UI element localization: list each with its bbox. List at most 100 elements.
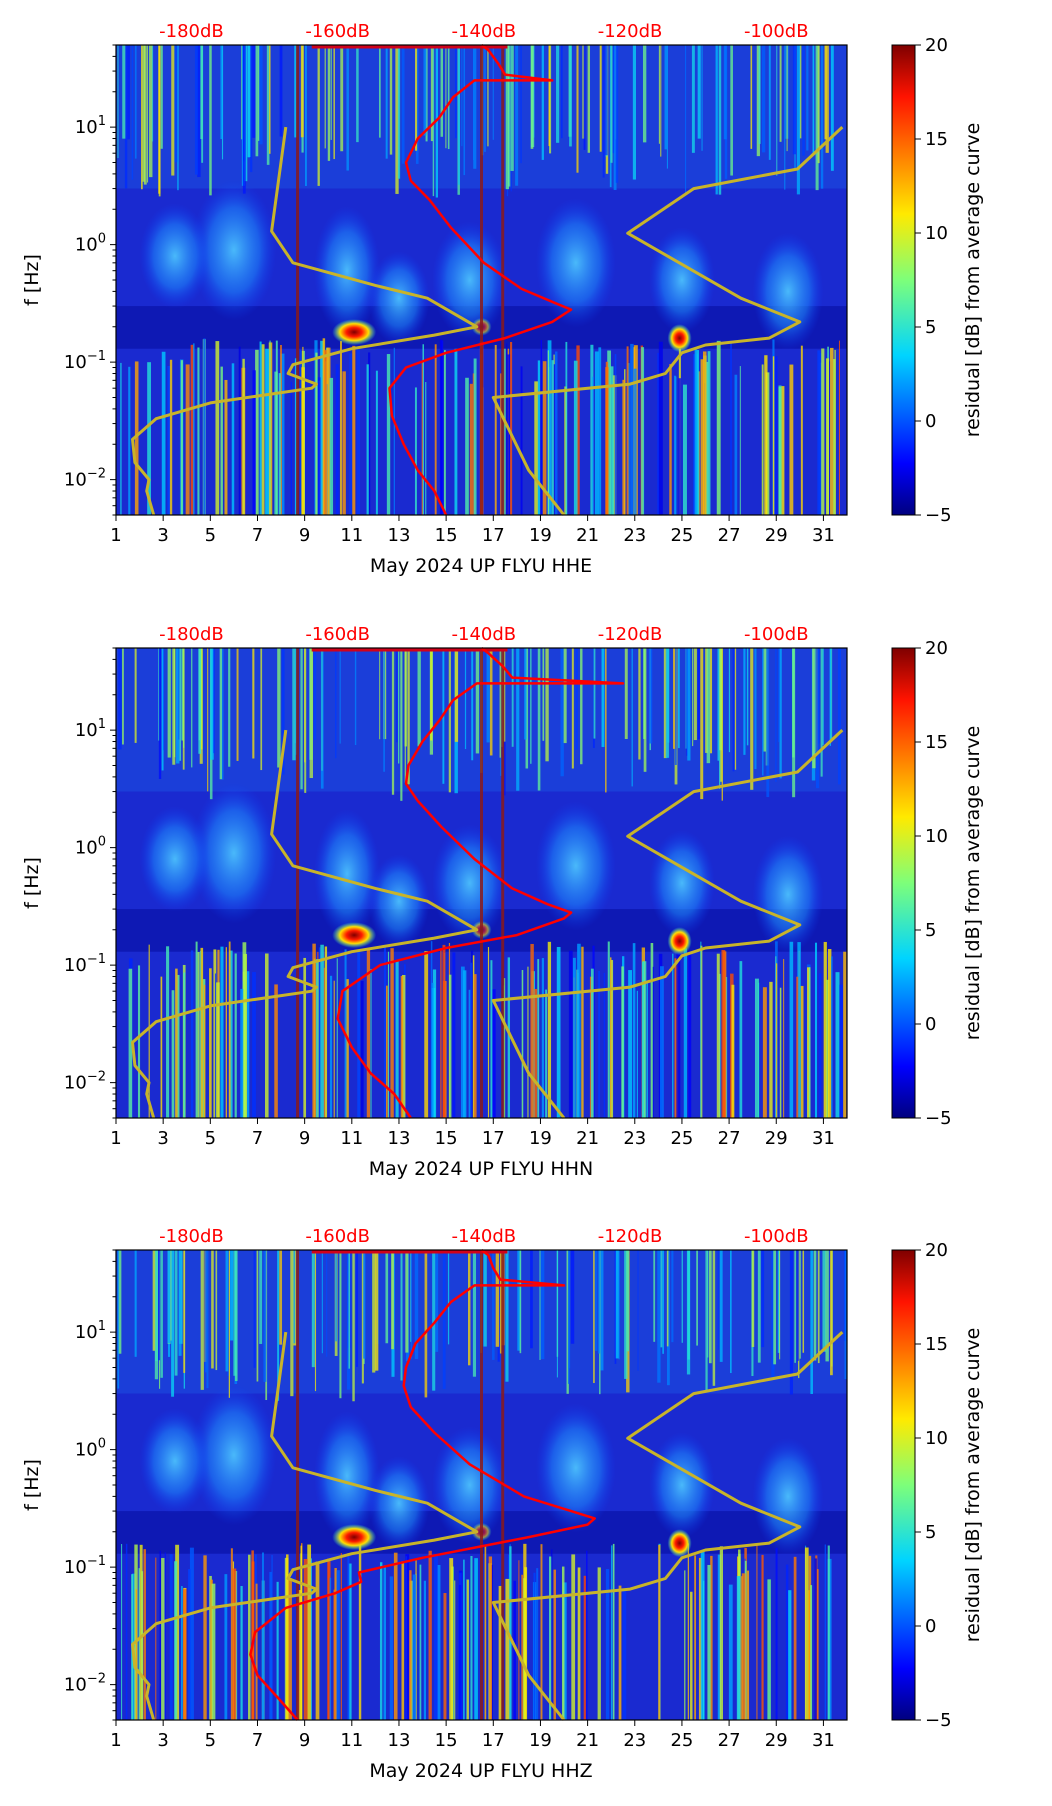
hf-streak	[311, 1250, 315, 1368]
transient-streak	[139, 1544, 143, 1720]
colorbar-tick-label: 20	[925, 638, 948, 659]
hf-streak	[830, 1250, 833, 1376]
hf-streak	[167, 1250, 171, 1344]
transient-streak	[628, 970, 633, 1118]
transient-streak	[577, 1567, 581, 1720]
transient-streak	[540, 1544, 543, 1720]
hf-streak	[730, 1250, 732, 1374]
transient-streak	[807, 967, 811, 1118]
transient-streak	[216, 982, 220, 1118]
transient-streak	[521, 1574, 523, 1720]
transient-streak	[611, 1545, 613, 1720]
transient-streak	[716, 340, 721, 515]
hf-streak	[660, 45, 662, 157]
transient-streak	[242, 942, 247, 1118]
transient-streak	[454, 1580, 456, 1720]
hf-streak	[794, 1250, 796, 1363]
hf-streak	[786, 45, 788, 152]
transient-streak	[271, 1555, 273, 1720]
hf-streak	[664, 45, 668, 150]
transient-streak	[657, 352, 660, 515]
transient-streak	[537, 959, 540, 1118]
hf-streak	[520, 45, 522, 164]
hf-streak	[583, 45, 586, 150]
transient-streak	[488, 1556, 493, 1720]
hf-streak	[292, 648, 296, 761]
hf-streak	[230, 1250, 234, 1341]
transient-streak	[484, 1545, 487, 1720]
hf-streak	[773, 1250, 777, 1365]
energy-blob	[191, 1384, 277, 1526]
transient-streak	[676, 947, 681, 1118]
db-label: -160dB	[305, 624, 370, 645]
transient-streak	[307, 1544, 312, 1720]
transient-streak	[694, 347, 697, 515]
hf-streak	[519, 1250, 522, 1354]
hf-streak	[414, 1250, 419, 1359]
transient-streak	[561, 1566, 565, 1720]
x-tick-label: 3	[157, 525, 168, 546]
transient-streak	[327, 1560, 331, 1720]
hf-streak	[401, 45, 405, 164]
hf-streak	[844, 1250, 847, 1379]
hf-streak	[624, 648, 628, 739]
transient-streak	[669, 364, 672, 515]
hf-streak	[605, 648, 607, 793]
x-tick-label: 23	[623, 1730, 646, 1751]
hf-streak	[326, 1250, 328, 1357]
transient-streak	[138, 1568, 140, 1720]
hf-streak	[624, 1250, 628, 1379]
db-label: -120dB	[598, 624, 663, 645]
transient-streak	[128, 968, 133, 1118]
hf-streak	[356, 1250, 359, 1367]
hf-streak	[143, 45, 147, 185]
transient-streak	[189, 1547, 194, 1720]
hf-streak	[674, 648, 677, 766]
energy-blob	[535, 1403, 616, 1533]
transient-streak	[773, 356, 778, 515]
hf-streak	[626, 1250, 629, 1352]
transient-streak	[721, 950, 726, 1118]
transient-streak	[607, 941, 610, 1118]
transient-streak	[534, 381, 539, 515]
transient-streak	[160, 976, 163, 1118]
colorbar-tick-label: 10	[925, 826, 948, 847]
hf-streak	[777, 1250, 780, 1353]
colorbar-tick-label: 10	[925, 223, 948, 244]
x-tick-label: 31	[812, 1730, 835, 1751]
transient-streak	[800, 985, 804, 1118]
transient-streak	[412, 1574, 417, 1720]
hf-streak	[525, 648, 529, 769]
hf-streak	[637, 1250, 639, 1371]
hf-streak	[582, 45, 585, 139]
hf-streak	[430, 648, 433, 741]
transient-streak	[590, 968, 594, 1118]
transient-streak	[597, 1567, 601, 1720]
transient-streak	[278, 373, 281, 515]
transient-streak	[231, 363, 235, 515]
hf-streak	[486, 648, 490, 743]
hf-streak	[435, 1250, 439, 1352]
noise-model-curve	[131, 126, 479, 516]
hf-streak	[599, 45, 602, 152]
db-label: -120dB	[598, 21, 663, 42]
transient-streak	[513, 1580, 516, 1720]
transient-streak	[375, 370, 378, 515]
transient-streak	[775, 1547, 778, 1720]
transient-streak	[658, 341, 663, 515]
hf-streak	[259, 1250, 263, 1344]
transient-streak	[796, 976, 799, 1118]
hf-streak	[483, 1250, 487, 1347]
transient-streak	[147, 362, 151, 515]
x-tick-label: 3	[157, 1128, 168, 1149]
hf-streak	[432, 1250, 436, 1391]
hf-streak	[776, 45, 778, 176]
transient-streak	[612, 387, 614, 515]
transient-streak	[434, 344, 437, 515]
hf-streak	[279, 45, 283, 137]
hf-streak	[580, 648, 583, 765]
transient-streak	[183, 972, 186, 1118]
transient-streak	[401, 974, 406, 1118]
transient-streak	[421, 360, 423, 515]
